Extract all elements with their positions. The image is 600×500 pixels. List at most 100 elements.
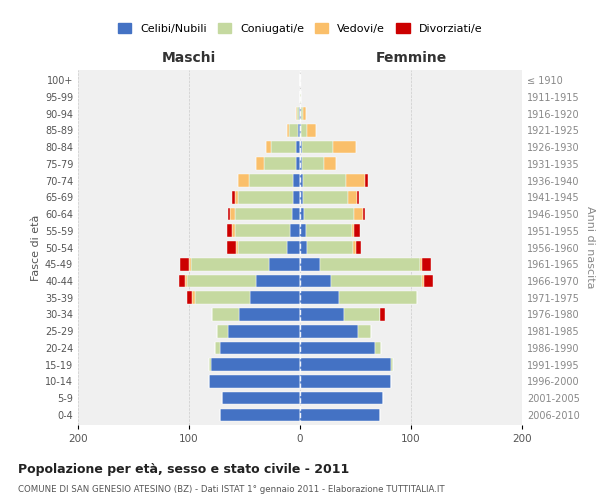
Bar bbox=[238, 191, 293, 203]
Bar bbox=[235, 208, 292, 220]
Bar bbox=[211, 358, 300, 371]
Bar bbox=[296, 158, 300, 170]
Bar bbox=[212, 308, 239, 321]
Bar bbox=[355, 241, 361, 254]
Bar bbox=[271, 140, 296, 153]
Bar bbox=[232, 191, 235, 203]
Bar bbox=[356, 191, 359, 203]
Bar bbox=[301, 124, 307, 136]
Bar bbox=[236, 241, 238, 254]
Bar bbox=[300, 108, 301, 120]
Bar bbox=[238, 241, 287, 254]
Bar bbox=[422, 258, 431, 270]
Bar bbox=[380, 308, 385, 321]
Bar bbox=[331, 274, 422, 287]
Bar bbox=[250, 292, 300, 304]
Bar bbox=[300, 174, 304, 187]
Bar bbox=[304, 108, 305, 120]
Bar bbox=[300, 375, 391, 388]
Bar bbox=[296, 140, 300, 153]
Bar bbox=[307, 124, 316, 136]
Bar bbox=[266, 140, 271, 153]
Bar bbox=[339, 292, 416, 304]
Bar bbox=[334, 140, 355, 153]
Bar bbox=[320, 258, 420, 270]
Bar bbox=[298, 124, 300, 136]
Bar bbox=[325, 158, 335, 170]
Bar bbox=[300, 392, 383, 404]
Bar bbox=[238, 174, 249, 187]
Bar bbox=[287, 241, 300, 254]
Bar bbox=[187, 292, 193, 304]
Bar bbox=[300, 241, 307, 254]
Bar bbox=[300, 274, 331, 287]
Bar bbox=[189, 258, 191, 270]
Bar bbox=[304, 191, 348, 203]
Bar bbox=[187, 274, 256, 287]
Bar bbox=[300, 308, 344, 321]
Bar bbox=[346, 174, 365, 187]
Bar bbox=[235, 224, 290, 237]
Bar bbox=[300, 208, 304, 220]
Bar bbox=[300, 224, 305, 237]
Bar bbox=[239, 308, 300, 321]
Bar bbox=[289, 124, 298, 136]
Bar bbox=[348, 191, 356, 203]
Bar bbox=[363, 208, 365, 220]
Bar bbox=[290, 224, 300, 237]
Bar bbox=[220, 408, 300, 421]
Bar bbox=[249, 174, 293, 187]
Bar bbox=[209, 375, 300, 388]
Bar bbox=[215, 342, 220, 354]
Bar bbox=[302, 158, 325, 170]
Bar bbox=[355, 224, 360, 237]
Bar bbox=[223, 392, 300, 404]
Bar bbox=[424, 274, 433, 287]
Bar bbox=[305, 224, 352, 237]
Bar bbox=[194, 292, 250, 304]
Text: Femmine: Femmine bbox=[376, 51, 446, 65]
Bar bbox=[422, 274, 424, 287]
Bar bbox=[300, 124, 301, 136]
Bar bbox=[220, 342, 300, 354]
Bar bbox=[299, 108, 300, 120]
Bar bbox=[304, 174, 346, 187]
Bar bbox=[227, 241, 236, 254]
Bar bbox=[191, 258, 269, 270]
Legend: Celibi/Nubili, Coniugati/e, Vedovi/e, Divorziati/e: Celibi/Nubili, Coniugati/e, Vedovi/e, Di… bbox=[113, 19, 487, 38]
Bar bbox=[232, 224, 235, 237]
Bar bbox=[227, 224, 232, 237]
Bar bbox=[209, 358, 211, 371]
Bar bbox=[180, 258, 189, 270]
Bar bbox=[228, 325, 300, 338]
Bar bbox=[256, 274, 300, 287]
Bar bbox=[300, 292, 339, 304]
Bar bbox=[217, 325, 228, 338]
Bar bbox=[296, 108, 299, 120]
Bar bbox=[256, 158, 265, 170]
Bar bbox=[365, 174, 368, 187]
Bar bbox=[300, 358, 391, 371]
Bar bbox=[300, 325, 358, 338]
Y-axis label: Fasce di età: Fasce di età bbox=[31, 214, 41, 280]
Bar bbox=[300, 191, 304, 203]
Text: COMUNE DI SAN GENESIO ATESINO (BZ) - Dati ISTAT 1° gennaio 2011 - Elaborazione T: COMUNE DI SAN GENESIO ATESINO (BZ) - Dat… bbox=[18, 485, 445, 494]
Bar bbox=[269, 258, 300, 270]
Bar bbox=[301, 108, 304, 120]
Bar bbox=[355, 208, 363, 220]
Bar bbox=[300, 342, 376, 354]
Bar bbox=[307, 241, 353, 254]
Bar bbox=[179, 274, 185, 287]
Bar bbox=[265, 158, 296, 170]
Bar bbox=[300, 408, 380, 421]
Bar bbox=[300, 140, 302, 153]
Bar bbox=[292, 208, 300, 220]
Bar bbox=[352, 224, 355, 237]
Bar bbox=[300, 258, 320, 270]
Bar bbox=[300, 158, 302, 170]
Bar bbox=[300, 90, 301, 103]
Bar bbox=[287, 124, 289, 136]
Bar bbox=[304, 208, 355, 220]
Bar bbox=[293, 191, 300, 203]
Bar bbox=[376, 342, 381, 354]
